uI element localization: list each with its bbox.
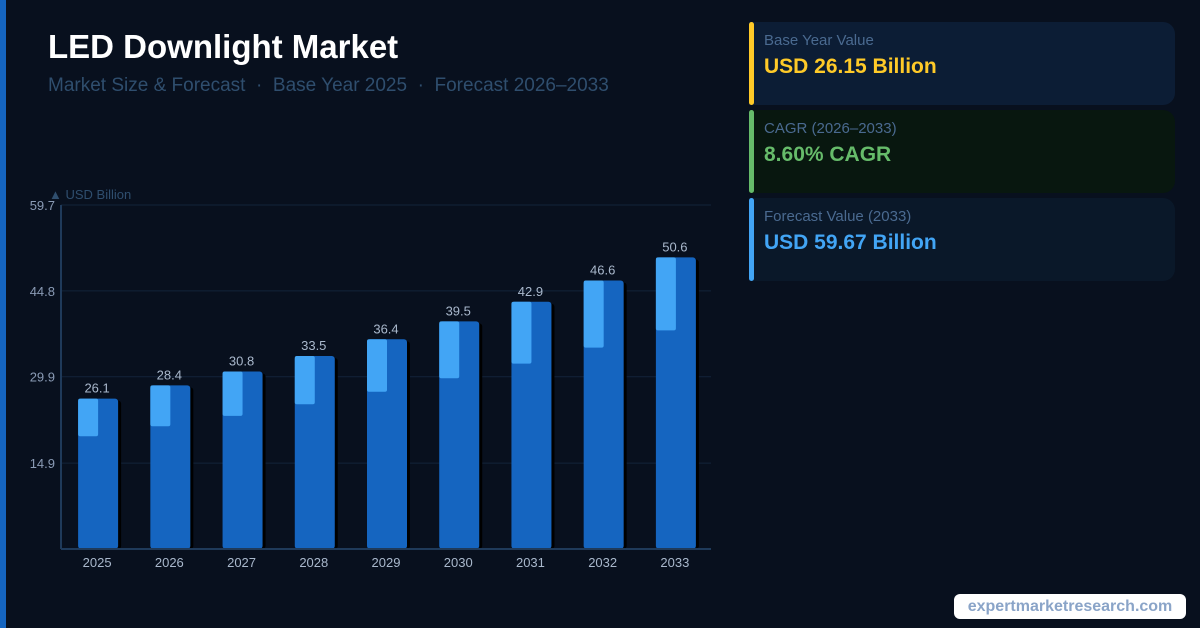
data-label: 28.4 (157, 367, 182, 382)
card-accent (749, 110, 754, 193)
data-label: 26.1 (84, 381, 109, 396)
card-value: USD 59.67 Billion (764, 231, 937, 254)
y-tick-label: 29.9 (30, 370, 55, 385)
data-label: 39.5 (446, 303, 471, 318)
forecast-card: Forecast Value (2033) USD 59.67 Billion (749, 198, 1175, 281)
card-label: Forecast Value (2033) (764, 208, 912, 225)
bar-highlight (150, 385, 171, 427)
bar-highlight (78, 398, 99, 437)
cagr-card: CAGR (2026–2033) 8.60% CAGR (749, 110, 1175, 193)
accent-stripe (0, 0, 6, 628)
data-label: 50.6 (662, 239, 687, 254)
x-tick-label: 2029 (372, 555, 401, 570)
page-title: LED Downlight Market (48, 28, 399, 65)
card-accent (749, 22, 754, 105)
card-accent (749, 198, 754, 281)
x-tick-label: 2025 (83, 555, 112, 570)
page-subtitle: Market Size & Forecast · Base Year 2025 … (48, 75, 609, 96)
card-value: USD 26.15 Billion (764, 55, 937, 78)
bar-highlight (222, 371, 243, 416)
y-tick-label: 59.7 (30, 198, 55, 213)
bar-highlight (511, 301, 532, 364)
base-year-card: Base Year Value USD 26.15 Billion (749, 22, 1175, 105)
x-tick-label: 2026 (155, 555, 184, 570)
x-tick-label: 2033 (660, 555, 689, 570)
x-tick-label: 2030 (444, 555, 473, 570)
bar-highlight (439, 321, 460, 379)
data-label: 33.5 (301, 338, 326, 353)
bar-highlight (583, 280, 604, 348)
x-tick-label: 2028 (299, 555, 328, 570)
watermark: expertmarketresearch.com (954, 594, 1186, 619)
y-axis-label: ▲ USD Billion (49, 187, 131, 202)
card-label: CAGR (2026–2033) (764, 120, 897, 137)
x-tick-label: 2027 (227, 555, 256, 570)
bar-highlight (294, 355, 315, 405)
bar-highlight (655, 257, 676, 331)
bar-highlight (367, 339, 387, 392)
card-value: 8.60% CAGR (764, 143, 892, 166)
data-label: 42.9 (518, 284, 543, 299)
data-label: 36.4 (373, 321, 398, 336)
card-label: Base Year Value (764, 32, 874, 49)
y-tick-label: 14.9 (30, 456, 55, 471)
x-tick-label: 2031 (516, 555, 545, 570)
x-tick-label: 2032 (588, 555, 617, 570)
data-label: 30.8 (229, 354, 254, 369)
bar-chart: 14.9 29.9 44.8 59.7▲ USD Billion 26.1 2025 28.… (30, 187, 711, 570)
y-tick-label: 44.8 (30, 284, 55, 299)
data-label: 46.6 (590, 262, 615, 277)
